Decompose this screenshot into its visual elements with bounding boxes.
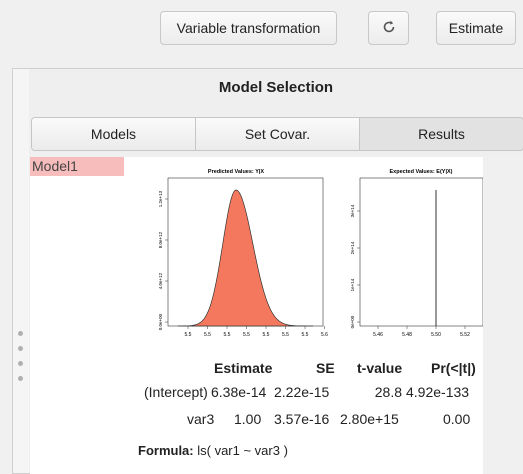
model-list: Model1 <box>30 157 124 474</box>
predicted-values-plot: Predicted Values: Y|X 5.5 5.5 5.5 5.5 5.5 5.5… <box>138 162 328 347</box>
x-tick-label: 5.52 <box>460 332 470 338</box>
estimate-button[interactable]: Estimate <box>436 11 516 45</box>
y-tick-label: 2e+14 <box>350 241 355 254</box>
tab-results[interactable]: Results <box>360 118 523 150</box>
resize-handle[interactable] <box>18 331 26 391</box>
scroll-gutter <box>483 157 523 474</box>
y-tick-label: 1.2e+13 <box>158 190 163 207</box>
formula-text: ls( var1 ~ var3 ) <box>197 443 288 458</box>
refresh-icon <box>381 19 397 38</box>
chart-title: Predicted Values: Y|X <box>208 169 264 175</box>
y-tick-label: 1e+14 <box>350 278 355 291</box>
cell-t-value: 2.80e+15 <box>340 411 399 427</box>
y-tick-label: 3e+14 <box>350 204 355 217</box>
refresh-button[interactable] <box>368 11 409 45</box>
cell-p-value: 0.00 <box>443 411 471 427</box>
model-item-model1[interactable]: Model1 <box>30 157 124 176</box>
x-tick-label: 5.5 <box>243 332 250 338</box>
y-tick-label: 0e+00 <box>350 315 355 328</box>
header-se: SE <box>316 360 335 376</box>
chart-title: Expected Values: E(Y|X) <box>390 169 453 175</box>
density-area <box>178 189 313 327</box>
panel-title: Model Selection <box>218 79 334 96</box>
x-tick-label: 5.5 <box>302 332 309 338</box>
drag-dot-icon <box>18 376 23 381</box>
cell-estimate: 1.00 <box>234 411 262 427</box>
y-tick-label: 8.0e+12 <box>158 231 163 248</box>
expected-values-svg: Expected Values: E(Y|X) 5.46 5.48 5.50 5.52… <box>350 169 483 338</box>
row-name: (Intercept) <box>144 384 208 400</box>
y-tick-label: 4.0e+12 <box>158 272 163 289</box>
cell-p-value: 4.92e-133 <box>406 384 470 400</box>
cell-estimate: 6.38e-14 <box>211 384 267 400</box>
plot-frame <box>359 177 483 327</box>
drag-dot-icon <box>18 361 23 366</box>
header-p-value: Pr(<|t|) <box>431 360 476 376</box>
header-estimate: Estimate <box>214 360 273 376</box>
x-tick-label: 5.50 <box>431 332 441 338</box>
row-name: var3 <box>187 411 215 427</box>
x-tick-label: 5.48 <box>402 332 412 338</box>
header-t-value: t-value <box>357 360 403 376</box>
cell-t-value: 28.8 <box>374 384 402 400</box>
tab-set-covar[interactable]: Set Covar. <box>196 118 360 150</box>
x-tick-label: 5.5 <box>282 332 289 338</box>
x-tick-label: 5.6 <box>321 332 328 338</box>
results-content: Predicted Values: Y|X 5.5 5.5 5.5 5.5 5.5 5.5… <box>124 157 483 474</box>
tab-models[interactable]: Models <box>32 118 196 150</box>
formula-label: Formula: <box>138 443 194 458</box>
x-tick-label: 5.5 <box>224 332 231 338</box>
y-tick-label: 0.0e+00 <box>158 313 163 330</box>
formula-line: Formula: ls( var1 ~ var3 ) <box>138 443 288 458</box>
drag-dot-icon <box>18 331 23 336</box>
cell-se: 3.57e-16 <box>274 411 330 427</box>
x-tick-label: 5.5 <box>263 332 270 338</box>
x-tick-label: 5.5 <box>204 332 211 338</box>
expected-values-plot: Expected Values: E(Y|X) 5.46 5.48 5.50 5.52… <box>334 162 483 347</box>
drag-dot-icon <box>18 346 23 351</box>
x-tick-label: 5.5 <box>185 332 192 338</box>
tab-bar: Models Set Covar. Results <box>31 117 523 151</box>
variable-transformation-button[interactable]: Variable transformation <box>160 11 337 45</box>
toolbar: Variable transformation Estimate <box>0 0 523 58</box>
cell-se: 2.22e-15 <box>274 384 330 400</box>
x-tick-label: 5.46 <box>373 332 383 338</box>
predicted-values-svg: Predicted Values: Y|X 5.5 5.5 5.5 5.5 5.5 5.5… <box>158 169 328 338</box>
